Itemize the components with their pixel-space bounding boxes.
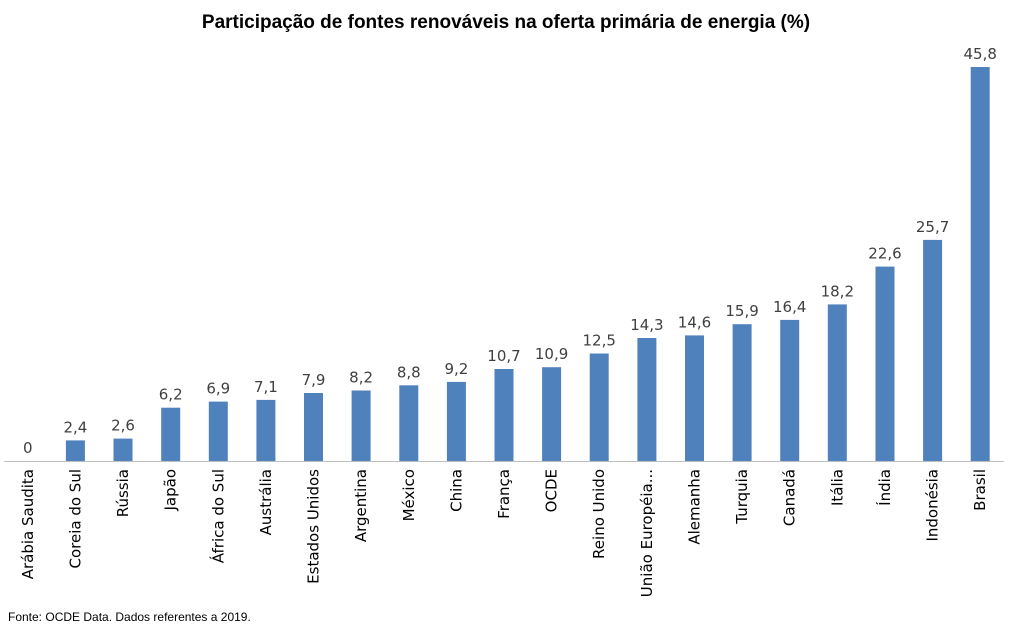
category-label-china: China [447,469,465,512]
bar-africa-do-sul [208,401,228,461]
value-label-australia: 7,1 [254,378,278,396]
value-label-italia: 18,2 [821,282,854,300]
category-label-uniao-europeia: União Européia... [638,469,656,597]
value-label-africa-do-sul: 6,9 [206,380,230,398]
category-label-australia: Austrália [257,469,275,535]
category-label-russia: Rússia [114,469,132,517]
value-label-estados-unidos: 7,9 [302,371,326,389]
bar-alemanha [685,335,704,461]
value-label-alemanha: 14,6 [678,313,711,331]
bar-italia [827,304,847,461]
value-label-indonesia: 25,7 [916,218,949,236]
value-label-canada: 16,4 [773,298,806,316]
category-label-mexico: México [400,469,418,521]
bar-franca [494,369,514,461]
category-label-arabia-saudita: Arábia Saudita [19,469,37,579]
category-label-indonesia: Indonésia [924,469,942,542]
bar-argentina [351,390,371,461]
bar-indonesia [923,239,943,461]
value-label-uniao-europeia: 14,3 [630,316,663,334]
bar-uniao-europeia [637,338,657,461]
category-label-ocde: OCDE [543,469,561,512]
value-label-arabia-saudita: 0 [23,439,33,457]
bar-australia [256,399,276,461]
value-labels-layer: 0 2,4 2,6 6,2 6,9 7,1 7,9 8,2 8,8 9,2 10,7 10,9 12,5… [23,45,997,457]
value-label-russia: 2,6 [111,417,135,435]
category-label-reino-unido: Reino Unido [590,469,608,559]
category-label-franca: França [495,469,513,519]
bars-layer [65,67,990,461]
value-label-mexico: 8,8 [397,363,421,381]
value-label-china: 9,2 [444,360,468,378]
value-label-brasil: 45,8 [963,45,996,63]
value-label-ocde: 10,9 [535,345,568,363]
chart-title: Participação de fontes renováveis na ofe… [201,12,811,33]
category-label-coreia-do-sul: Coreia do Sul [66,469,84,569]
category-label-turquia: Turquia [733,469,751,525]
category-label-argentina: Argentina [352,469,370,542]
category-label-alemanha: Alemanha [686,469,704,545]
bar-india [875,266,895,461]
category-label-africa-do-sul: África do Sul [208,469,227,563]
value-label-reino-unido: 12,5 [582,332,615,350]
bar-turquia [732,324,752,461]
category-label-brasil: Brasil [971,469,989,511]
value-label-franca: 10,7 [487,347,520,365]
category-label-japao: Japão [162,469,180,512]
bar-china [446,381,466,461]
category-labels-layer: Arábia Saudita Coreia do Sul Rússia Japão Áf… [19,469,989,597]
category-label-italia: Itália [828,469,846,506]
bar-mexico [399,385,419,461]
bar-reino-unido [589,353,609,461]
source-note: Fonte: OCDE Data. Dados referentes a 201… [8,610,251,624]
bar-ocde [542,367,562,461]
category-label-india: Índia [875,469,894,506]
value-label-turquia: 15,9 [725,302,758,320]
value-label-india: 22,6 [868,245,901,263]
category-label-canada: Canadá [781,469,799,526]
bar-coreia-do-sul [65,440,85,461]
bar-russia [113,438,133,461]
bar-japao [161,407,181,461]
value-label-japao: 6,2 [159,386,183,404]
value-label-coreia-do-sul: 2,4 [63,418,87,436]
bar-brasil [970,67,990,461]
category-label-estados-unidos: Estados Unidos [305,469,323,584]
bar-estados-unidos [304,393,323,461]
value-label-argentina: 8,2 [349,369,373,387]
bar-canada [780,319,800,461]
